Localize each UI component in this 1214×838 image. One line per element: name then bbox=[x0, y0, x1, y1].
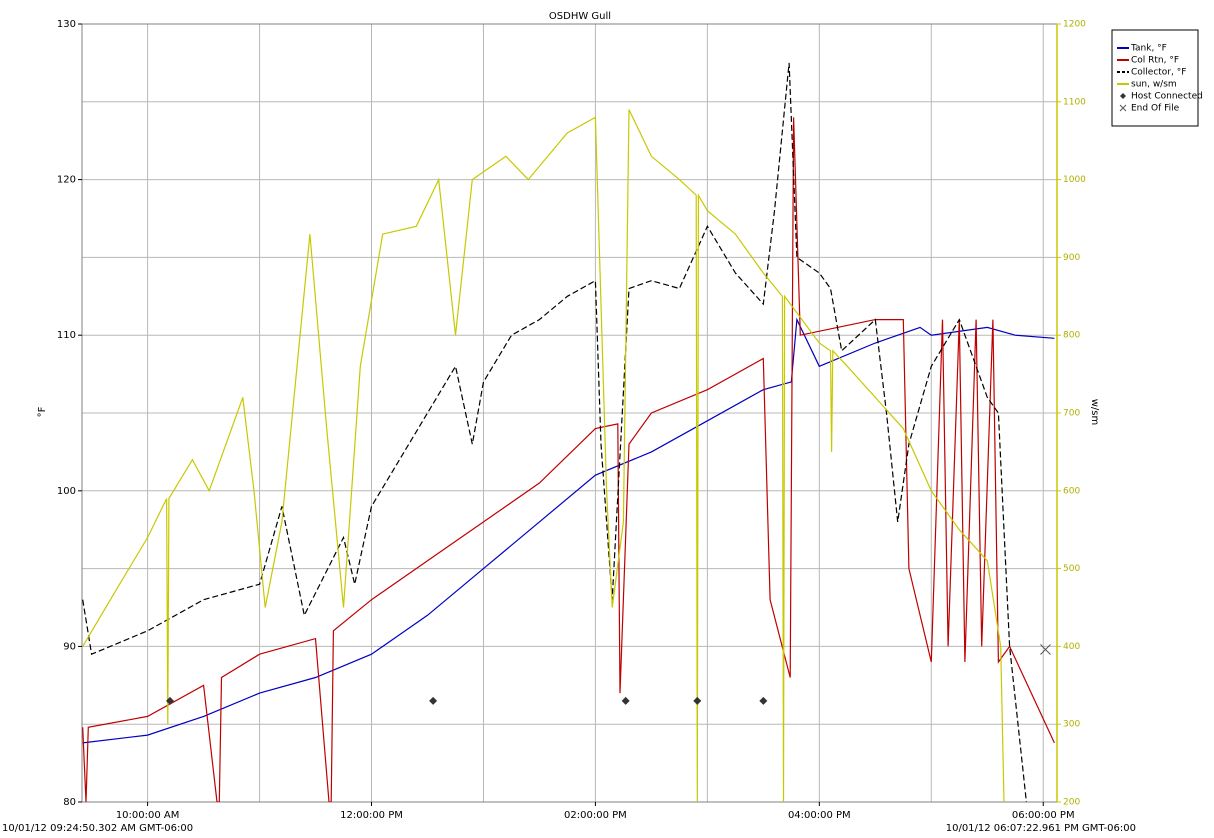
legend-label: Collector, °F bbox=[1131, 68, 1186, 78]
y-tick-label: 130 bbox=[57, 19, 76, 30]
y2-tick-label: 1000 bbox=[1063, 175, 1086, 185]
y2-tick-label: 1100 bbox=[1063, 97, 1086, 107]
start-time: 10/01/12 09:24:50.302 AM GMT-06:00 bbox=[2, 823, 193, 834]
y2-tick-label: 300 bbox=[1063, 720, 1080, 730]
x-tick-label: 06:00:00 PM bbox=[1012, 810, 1075, 821]
marker bbox=[1040, 644, 1051, 655]
y2-axis-label: w/sm bbox=[1089, 399, 1100, 426]
y2-tick-label: 200 bbox=[1063, 798, 1080, 808]
marker bbox=[693, 696, 702, 705]
marker bbox=[759, 696, 768, 705]
y2-tick-label: 1200 bbox=[1063, 20, 1086, 30]
series-line bbox=[82, 317, 1055, 744]
y-axis-label: °F bbox=[37, 406, 48, 417]
y-tick-label: 100 bbox=[57, 486, 76, 497]
chart-title: OSDHW Gull bbox=[549, 11, 611, 22]
marker bbox=[429, 696, 438, 705]
legend-swatch bbox=[1120, 93, 1126, 99]
legend-swatch bbox=[1119, 104, 1127, 112]
marker bbox=[165, 696, 174, 705]
y2-tick-label: 700 bbox=[1063, 409, 1080, 419]
legend-box bbox=[1111, 29, 1199, 127]
x-tick-label: 10:00:00 AM bbox=[116, 810, 180, 821]
y-tick-label: 80 bbox=[63, 797, 76, 808]
legend-label: Tank, °F bbox=[1130, 44, 1167, 54]
series-line bbox=[82, 109, 1005, 802]
marker bbox=[621, 696, 630, 705]
y2-tick-label: 500 bbox=[1063, 564, 1080, 574]
y-tick-label: 110 bbox=[57, 330, 76, 341]
y-tick-label: 90 bbox=[63, 641, 76, 652]
x-tick-label: 02:00:00 PM bbox=[564, 810, 627, 821]
end-time: 10/01/12 06:07:22.961 PM GMT-06:00 bbox=[946, 823, 1136, 834]
legend-label: Col Rtn, °F bbox=[1131, 56, 1179, 66]
legend-label: End Of File bbox=[1131, 104, 1180, 114]
y2-tick-label: 400 bbox=[1063, 642, 1080, 652]
y2-tick-label: 800 bbox=[1063, 331, 1080, 341]
x-tick-label: 12:00:00 PM bbox=[340, 810, 403, 821]
y-tick-label: 120 bbox=[57, 175, 76, 186]
x-tick-label: 04:00:00 PM bbox=[788, 810, 851, 821]
series-line bbox=[82, 117, 1055, 802]
legend-label: Host Connected bbox=[1131, 92, 1203, 102]
y2-tick-label: 900 bbox=[1063, 253, 1080, 263]
y2-tick-label: 600 bbox=[1063, 486, 1080, 496]
legend-label: sun, w/sm bbox=[1131, 80, 1177, 90]
series-line bbox=[82, 62, 1027, 802]
